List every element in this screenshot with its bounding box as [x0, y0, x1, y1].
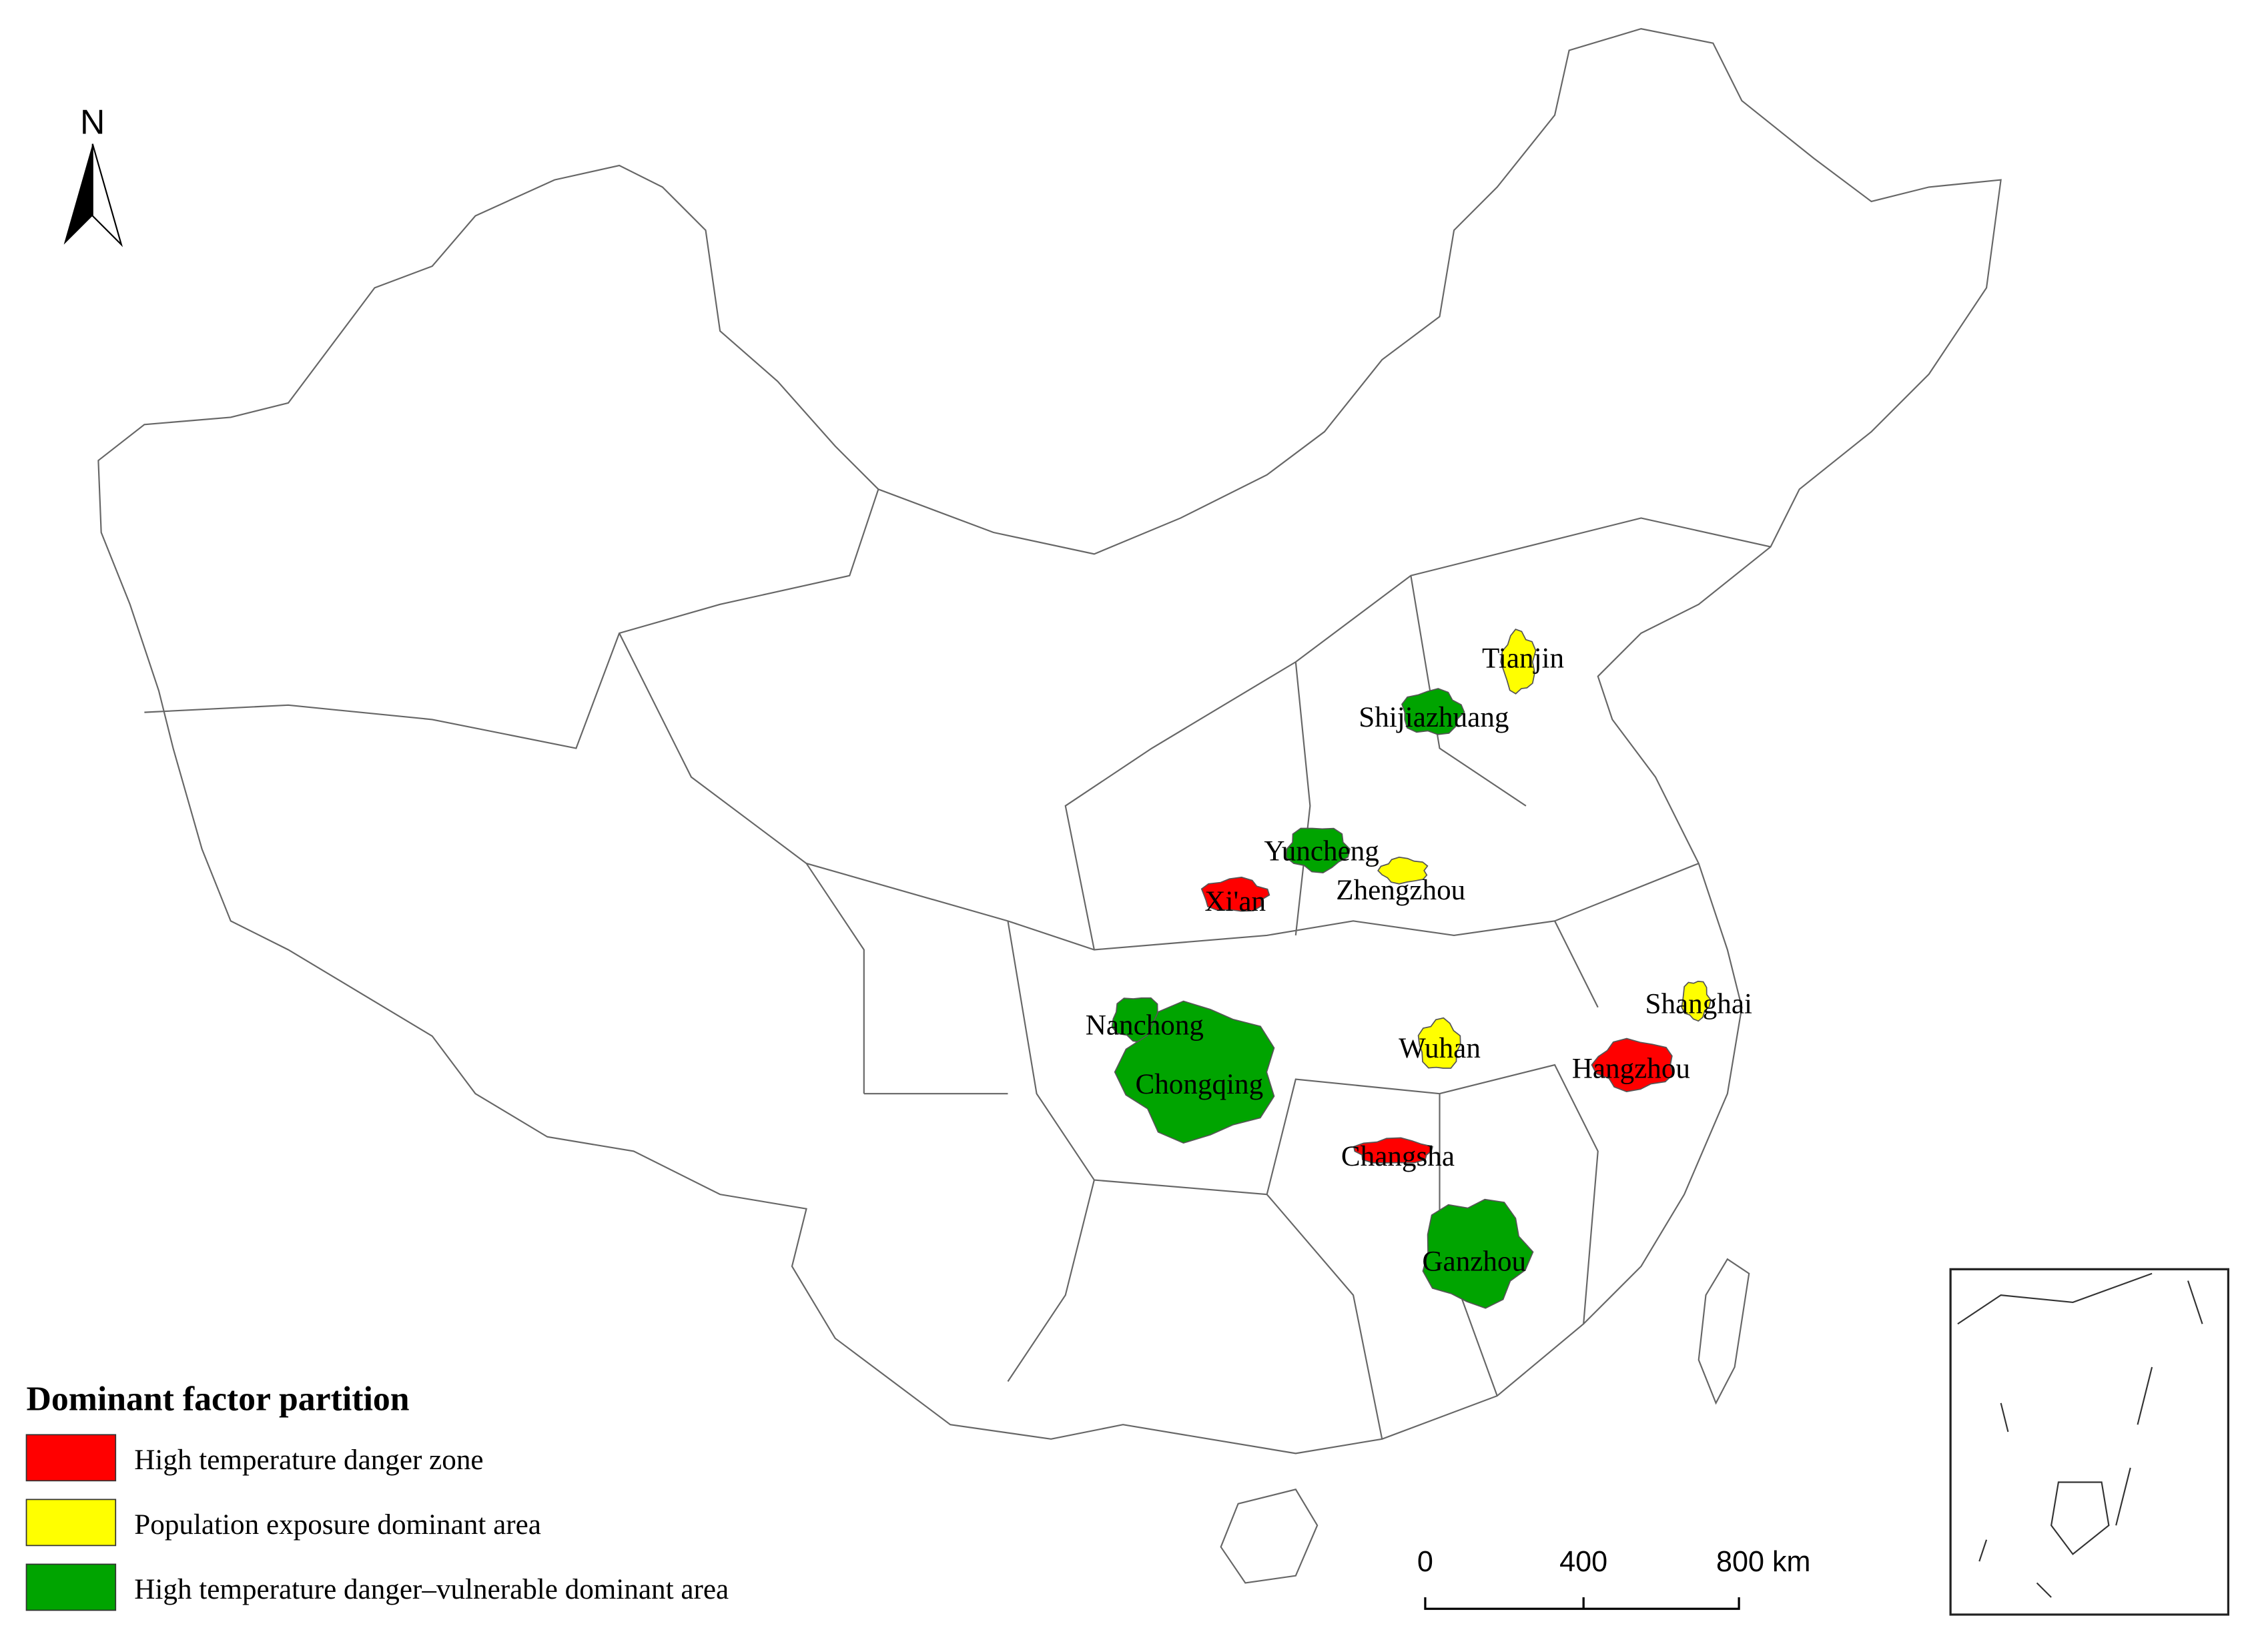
north-arrow-left	[63, 143, 93, 245]
legend-items: High temperature danger zone Population e…	[25, 1434, 729, 1611]
scale-bar: 0 400 800 km	[1417, 1546, 1810, 1610]
legend-label: Population exposure dominant area	[134, 1509, 541, 1541]
hainan	[1220, 1489, 1319, 1584]
city-region	[1401, 688, 1465, 735]
inset-map	[1957, 1272, 2203, 1598]
city-label: Wuhan	[1399, 1033, 1481, 1064]
city-label: Shanghai	[1645, 988, 1752, 1019]
legend-title: Dominant factor partition	[27, 1380, 410, 1418]
city-label: Hangzhou	[1572, 1053, 1690, 1084]
scale-label: 800 km	[1716, 1546, 1810, 1578]
scale-label: 400	[1559, 1546, 1607, 1578]
city-region	[1114, 1000, 1275, 1144]
legend-label: High temperature danger–vulnerable domin…	[134, 1574, 729, 1605]
city-label: Nanchong	[1086, 1010, 1204, 1042]
city-label: Tianjin	[1482, 643, 1564, 675]
city-region	[1500, 629, 1537, 695]
city-label: Zhengzhou	[1336, 875, 1465, 906]
city-label: Ganzhou	[1422, 1246, 1526, 1277]
city-region	[1422, 1198, 1534, 1309]
inset-frame	[1949, 1268, 2230, 1616]
north-arrow: N	[63, 103, 123, 248]
city-label: Xi'an	[1204, 886, 1266, 917]
city-region	[1353, 1137, 1434, 1164]
scale-label: 0	[1417, 1546, 1433, 1578]
city-label: Shijiazhuang	[1359, 702, 1509, 733]
legend-label: High temperature danger zone	[134, 1444, 483, 1476]
city-label: Chongqing	[1135, 1069, 1263, 1100]
city-region	[1200, 876, 1270, 912]
taiwan	[1698, 1258, 1750, 1405]
city-region	[1377, 856, 1429, 885]
city-label: Changsha	[1341, 1141, 1455, 1172]
city-region	[1285, 827, 1351, 873]
city-labels: Tianjin Shijiazhuang Yuncheng Zhengzhou Xi'a…	[1086, 643, 1752, 1278]
legend: Dominant factor partition High temperatu…	[25, 1380, 729, 1611]
regions	[1111, 629, 1712, 1309]
city-region	[1417, 1017, 1461, 1069]
scale-line	[1424, 1597, 1740, 1610]
legend-swatch	[25, 1499, 117, 1547]
legend-swatch	[25, 1563, 117, 1611]
north-label: N	[80, 103, 105, 141]
legend-swatch	[25, 1434, 117, 1482]
city-label: Yuncheng	[1264, 836, 1379, 867]
north-arrow-right	[91, 143, 123, 248]
city-region	[1681, 980, 1712, 1022]
city-region	[1591, 1038, 1674, 1093]
